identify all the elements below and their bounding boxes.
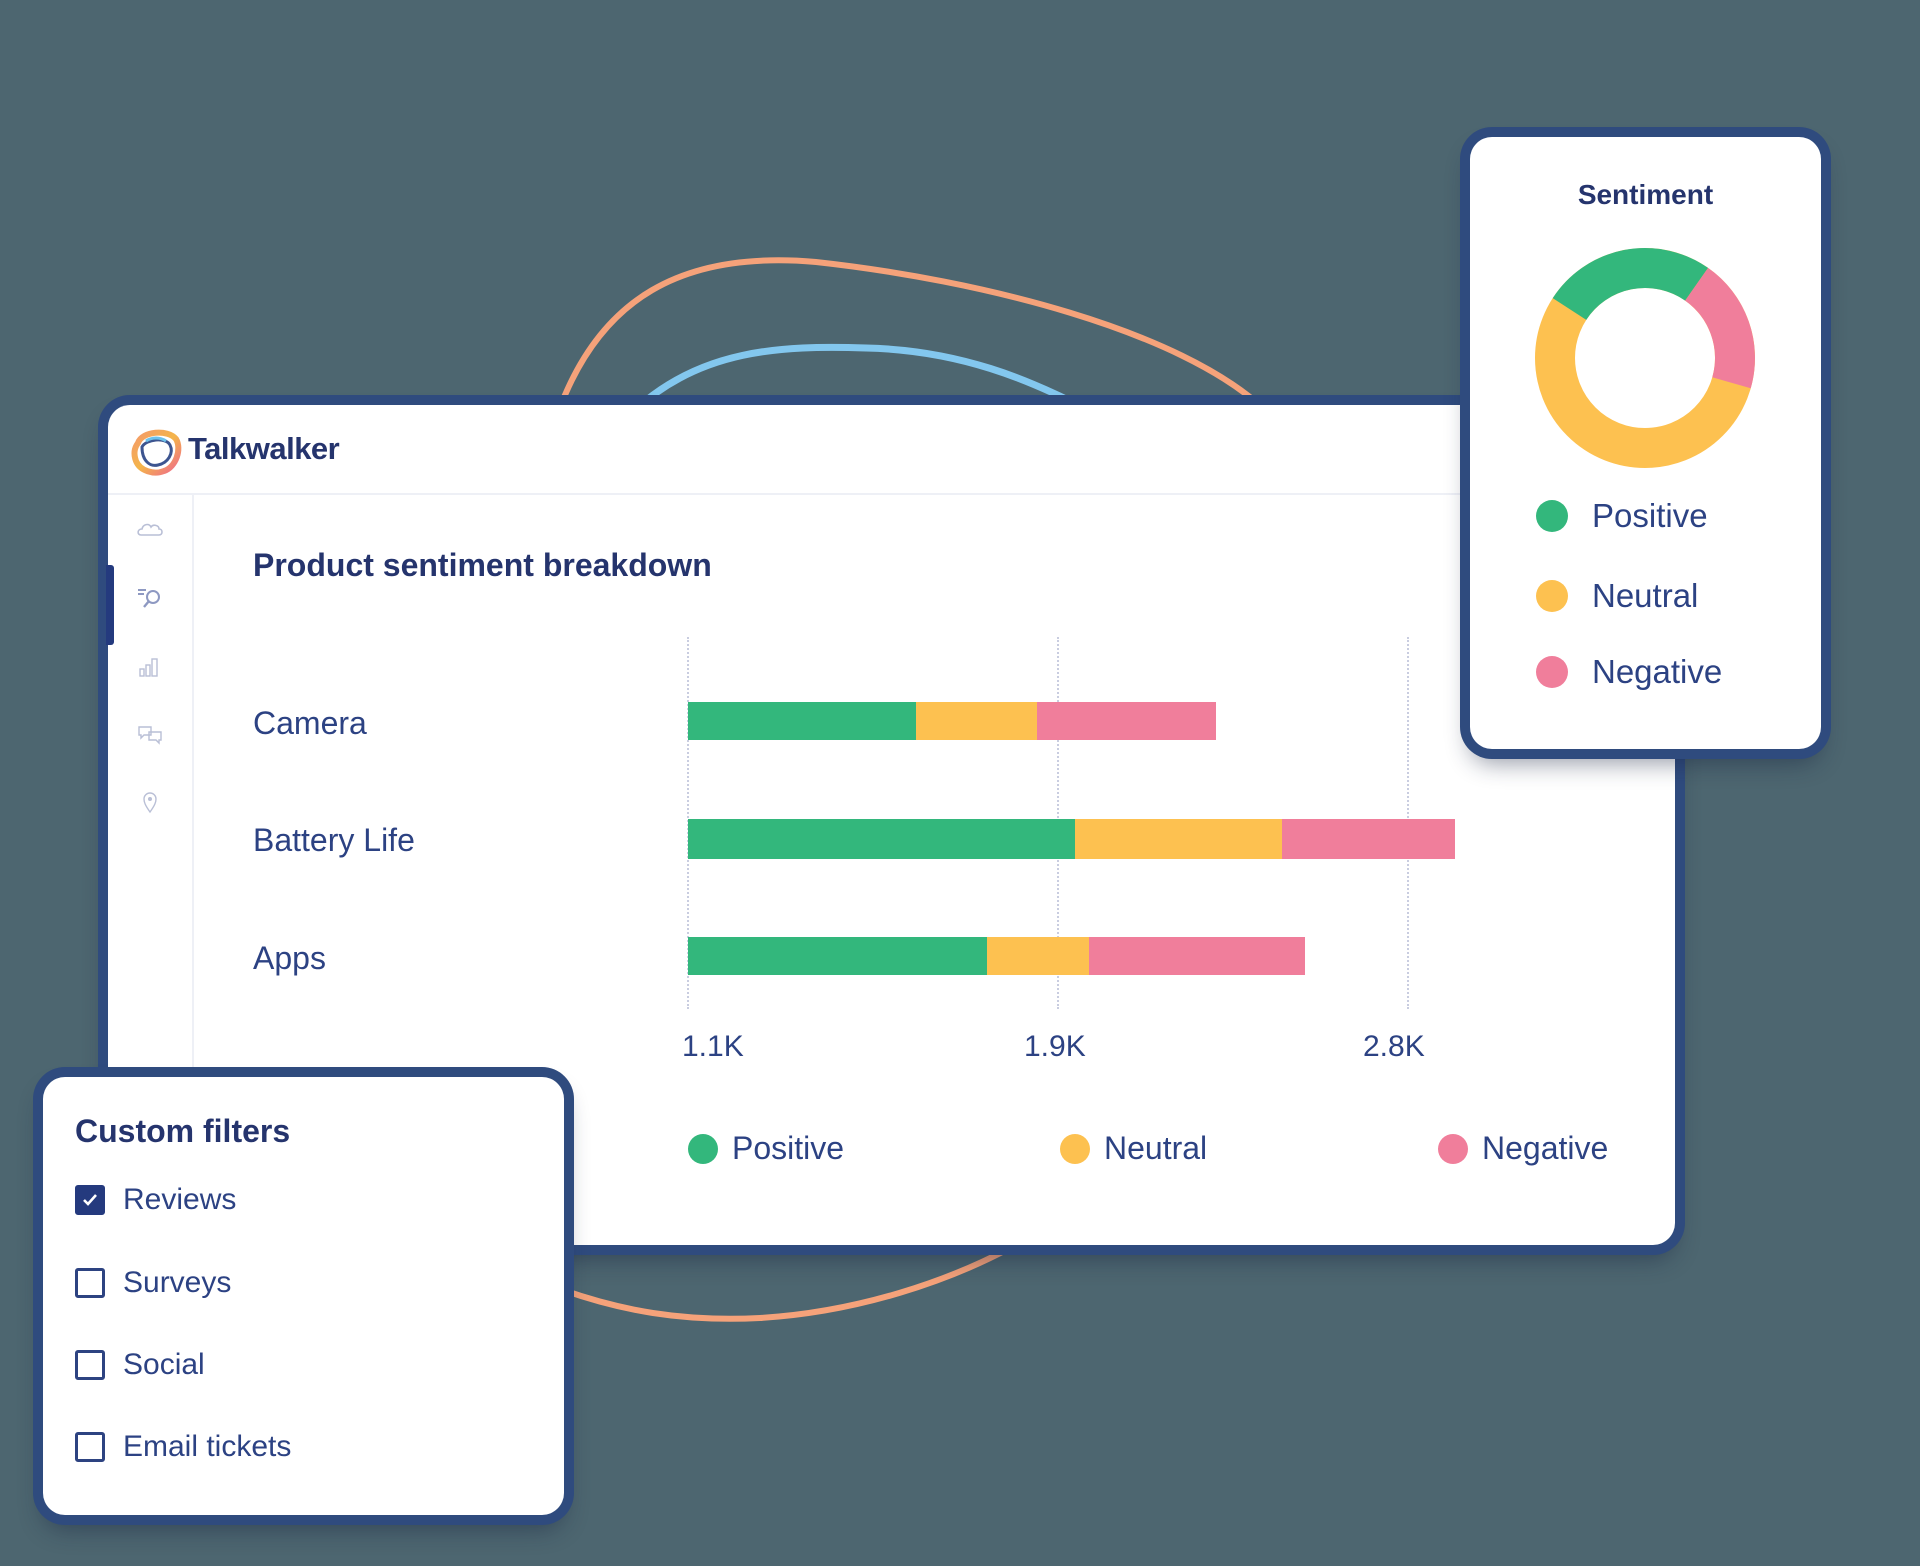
positive-dot-icon <box>1536 500 1568 532</box>
bar-segment-positive[interactable] <box>688 702 916 740</box>
legend-label: Positive <box>732 1130 845 1166</box>
sidebar-item-cloud[interactable] <box>108 495 192 565</box>
filter-label: Surveys <box>123 1266 232 1299</box>
chart-title: Product sentiment breakdown <box>253 547 712 583</box>
x-tick-label: 1.1K <box>682 1030 744 1063</box>
bar-battery-life[interactable] <box>688 819 1455 859</box>
filter-social[interactable]: Social <box>75 1348 205 1382</box>
legend-positive[interactable]: Positive <box>688 1130 844 1167</box>
bar-segment-positive[interactable] <box>688 819 1075 859</box>
bar-apps[interactable] <box>688 937 1305 975</box>
negative-dot-icon <box>1536 656 1568 688</box>
legend-negative[interactable]: Negative <box>1438 1130 1608 1167</box>
sentiment-title: Sentiment <box>1577 179 1714 210</box>
bar-camera[interactable] <box>688 702 1216 740</box>
donut-segment-positive <box>1552 248 1709 321</box>
bar-segment-negative[interactable] <box>1089 937 1305 975</box>
filter-label: Reviews <box>123 1183 237 1216</box>
category-label: Battery Life <box>253 822 415 858</box>
filter-surveys[interactable]: Surveys <box>75 1266 231 1300</box>
legend-label: Negative <box>1482 1130 1609 1166</box>
x-tick-label: 2.8K <box>1363 1030 1425 1063</box>
reviews-checkbox[interactable] <box>75 1185 105 1215</box>
social-checkbox[interactable] <box>75 1350 105 1380</box>
chat-bubbles-icon <box>138 726 162 745</box>
sidebar-item-analytics[interactable] <box>108 631 192 701</box>
bar-segment-neutral[interactable] <box>916 702 1037 740</box>
custom-filters-card: Custom filters Reviews Surveys Social Em… <box>43 1077 564 1515</box>
bar-segment-negative[interactable] <box>1037 702 1216 740</box>
neutral-dot-icon <box>1536 580 1568 612</box>
filter-label: Email tickets <box>123 1430 292 1463</box>
category-label: Apps <box>253 940 326 976</box>
legend-label: Neutral <box>1592 577 1699 614</box>
sidebar <box>106 495 194 1245</box>
neutral-dot-icon <box>1060 1133 1090 1164</box>
legend-label: Positive <box>1592 497 1708 534</box>
sentiment-donut-card: Sentiment Positive Neutral Negative <box>1470 137 1821 749</box>
bar-segment-negative[interactable] <box>1282 819 1455 859</box>
sentiment-donut-chart[interactable] <box>1534 247 1756 469</box>
filter-reviews[interactable]: Reviews <box>75 1183 236 1217</box>
app-header: Talkwalker <box>108 405 1675 495</box>
legend-label: Neutral <box>1104 1130 1208 1166</box>
positive-dot-icon <box>688 1133 718 1164</box>
sentiment-legend-positive[interactable]: Positive <box>1536 497 1708 535</box>
sidebar-item-conversations[interactable] <box>108 699 192 769</box>
checkmark-icon <box>83 1194 97 1206</box>
filters-title: Custom filters <box>75 1113 291 1149</box>
bar-segment-neutral[interactable] <box>1075 819 1282 859</box>
brand-name: Talkwalker <box>188 431 340 466</box>
negative-dot-icon <box>1438 1133 1468 1164</box>
category-label: Camera <box>253 705 367 741</box>
filter-email-tickets[interactable]: Email tickets <box>75 1430 291 1464</box>
cloud-icon <box>137 523 163 536</box>
chart-icon <box>139 658 158 677</box>
bar-segment-positive[interactable] <box>688 937 987 975</box>
search-insights-icon <box>138 589 160 608</box>
legend-neutral[interactable]: Neutral <box>1060 1130 1207 1167</box>
sidebar-item-locations[interactable] <box>108 767 192 837</box>
sentiment-legend-neutral[interactable]: Neutral <box>1536 577 1698 615</box>
donut-segment-negative <box>1684 267 1755 389</box>
legend-label: Negative <box>1592 653 1723 690</box>
email-tickets-checkbox[interactable] <box>75 1432 105 1462</box>
location-pin-icon <box>143 792 157 814</box>
sentiment-legend-negative[interactable]: Negative <box>1536 653 1722 691</box>
surveys-checkbox[interactable] <box>75 1268 105 1298</box>
bar-segment-neutral[interactable] <box>987 937 1089 975</box>
filter-label: Social <box>123 1348 205 1381</box>
talkwalker-logo-icon <box>131 429 182 476</box>
x-tick-label: 1.9K <box>1024 1030 1086 1063</box>
sidebar-item-search[interactable] <box>106 563 192 645</box>
